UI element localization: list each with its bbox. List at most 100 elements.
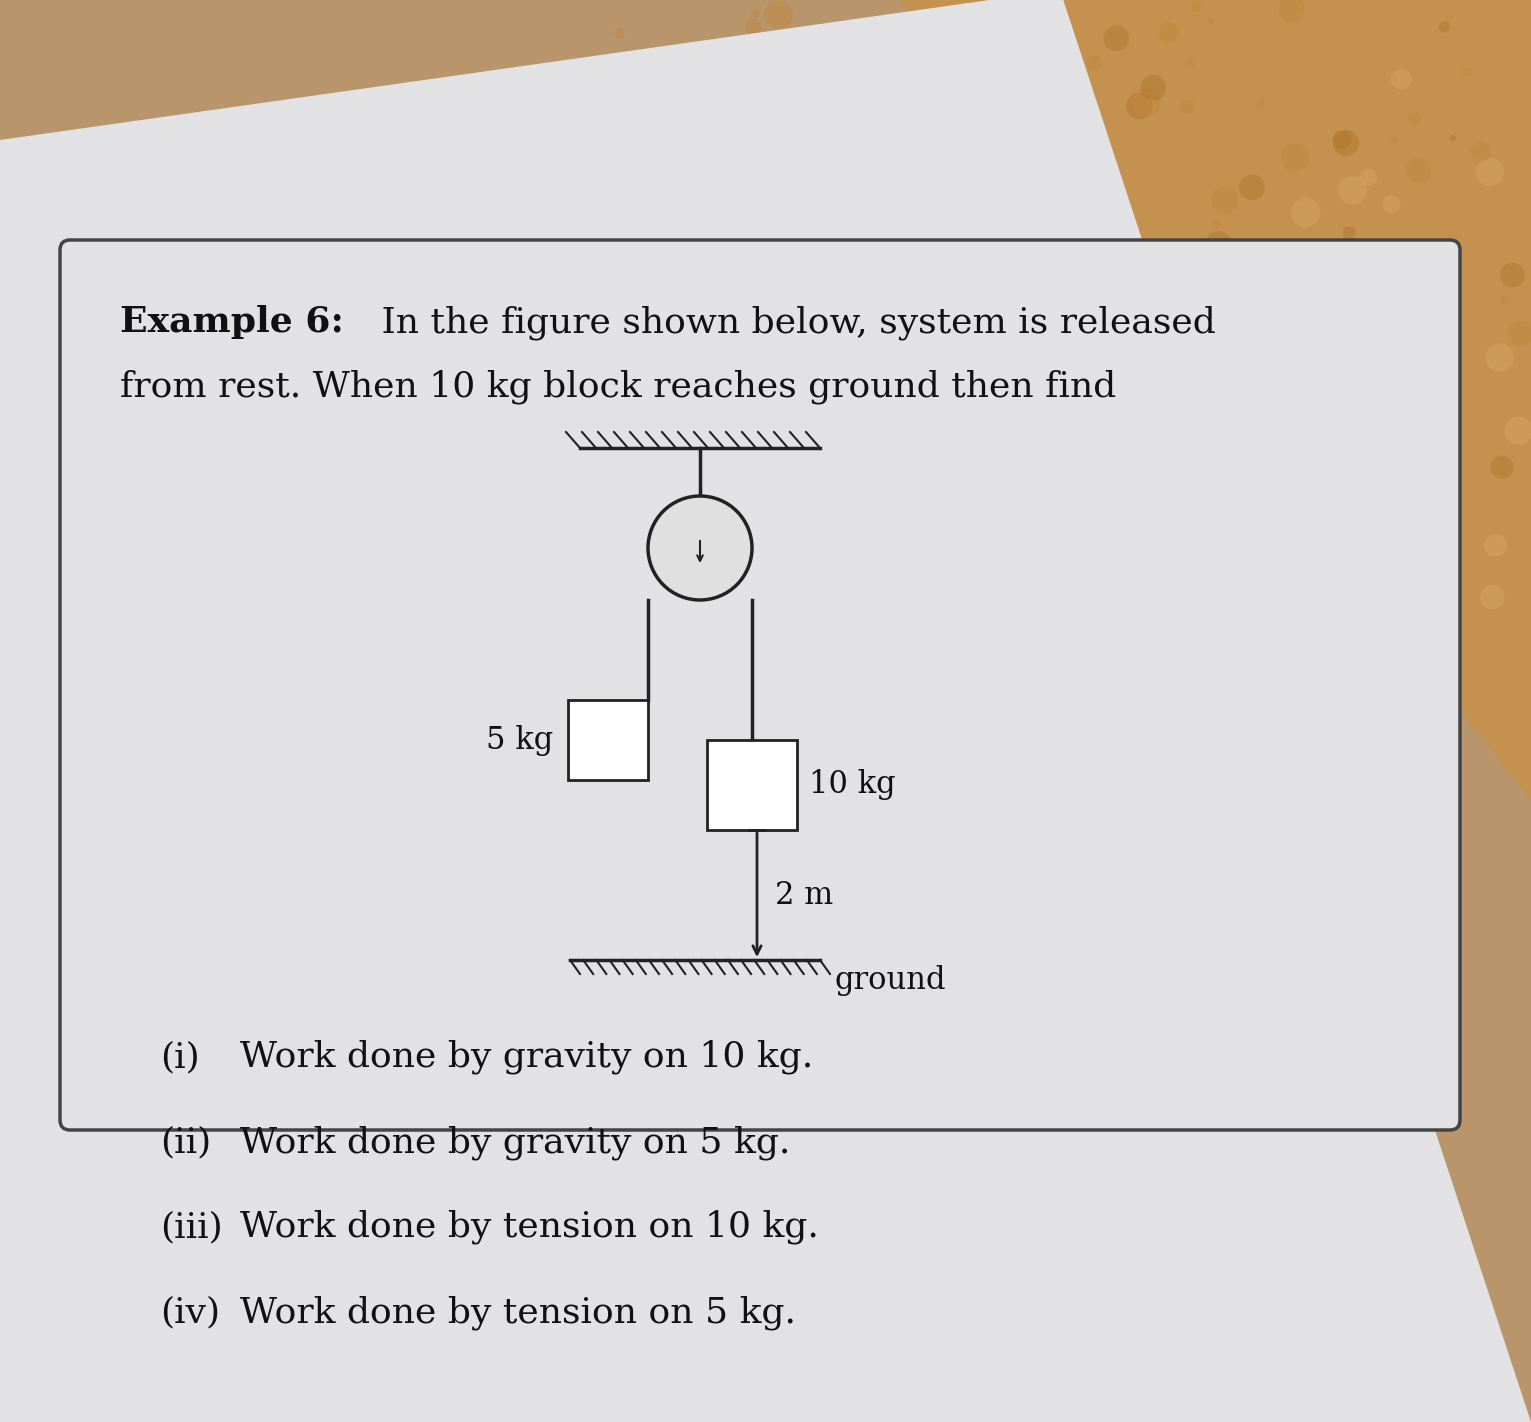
- Circle shape: [1087, 55, 1102, 71]
- Circle shape: [1000, 277, 1009, 286]
- Circle shape: [1014, 159, 1023, 168]
- Text: 2 m: 2 m: [775, 879, 833, 910]
- Circle shape: [1232, 415, 1248, 431]
- Circle shape: [727, 117, 733, 124]
- Circle shape: [1321, 387, 1344, 411]
- Circle shape: [1243, 378, 1265, 400]
- Circle shape: [1360, 169, 1376, 186]
- Circle shape: [1142, 401, 1157, 417]
- Circle shape: [1260, 249, 1280, 270]
- Circle shape: [1185, 58, 1194, 68]
- Circle shape: [1191, 1, 1202, 11]
- Circle shape: [894, 213, 912, 230]
- Circle shape: [1304, 466, 1314, 476]
- Circle shape: [1154, 240, 1170, 255]
- Circle shape: [1085, 296, 1113, 321]
- Circle shape: [1476, 158, 1503, 186]
- Circle shape: [1291, 486, 1298, 495]
- Circle shape: [1020, 220, 1041, 242]
- Circle shape: [1343, 226, 1355, 239]
- Circle shape: [1332, 131, 1352, 149]
- Circle shape: [1199, 474, 1217, 492]
- Circle shape: [1206, 230, 1231, 256]
- Text: ground: ground: [834, 966, 946, 995]
- Text: (i): (i): [161, 1039, 199, 1074]
- Circle shape: [1392, 68, 1412, 90]
- Circle shape: [1141, 75, 1167, 101]
- Circle shape: [1450, 135, 1456, 142]
- Circle shape: [1334, 129, 1360, 156]
- Circle shape: [1334, 284, 1355, 306]
- Circle shape: [752, 10, 759, 17]
- Circle shape: [1338, 176, 1367, 205]
- Circle shape: [1104, 26, 1130, 51]
- Circle shape: [1124, 270, 1142, 289]
- Circle shape: [1471, 142, 1491, 162]
- Circle shape: [1387, 378, 1396, 387]
- Circle shape: [1237, 375, 1266, 404]
- Circle shape: [903, 82, 911, 91]
- Circle shape: [1382, 195, 1401, 213]
- Circle shape: [1026, 327, 1050, 351]
- Text: Work done by tension on 5 kg.: Work done by tension on 5 kg.: [240, 1295, 796, 1330]
- Circle shape: [732, 74, 761, 102]
- Circle shape: [1108, 328, 1122, 343]
- Circle shape: [954, 36, 978, 60]
- Circle shape: [1491, 455, 1514, 479]
- Circle shape: [961, 172, 978, 189]
- Circle shape: [1484, 533, 1507, 556]
- Circle shape: [1427, 462, 1436, 472]
- Circle shape: [874, 73, 903, 101]
- Circle shape: [739, 87, 766, 112]
- Circle shape: [648, 496, 752, 600]
- Circle shape: [1447, 282, 1461, 296]
- Circle shape: [732, 97, 753, 118]
- Circle shape: [1425, 304, 1439, 319]
- Circle shape: [1216, 385, 1223, 394]
- Circle shape: [1280, 365, 1307, 391]
- Circle shape: [1009, 222, 1023, 235]
- Circle shape: [1127, 277, 1139, 290]
- Circle shape: [1246, 499, 1254, 506]
- Circle shape: [1337, 267, 1361, 293]
- Circle shape: [851, 175, 867, 191]
- Circle shape: [1101, 249, 1122, 269]
- Circle shape: [886, 14, 903, 30]
- Circle shape: [1500, 263, 1525, 287]
- Circle shape: [1006, 209, 1033, 236]
- Circle shape: [1211, 186, 1239, 213]
- Text: Example 6:: Example 6:: [119, 304, 344, 338]
- Text: (ii): (ii): [161, 1125, 211, 1159]
- Text: (iv): (iv): [161, 1295, 220, 1330]
- Circle shape: [1056, 65, 1064, 74]
- Circle shape: [1159, 23, 1180, 43]
- Circle shape: [1017, 142, 1029, 155]
- Circle shape: [746, 18, 761, 36]
- Circle shape: [981, 132, 995, 146]
- Text: Work done by tension on 10 kg.: Work done by tension on 10 kg.: [240, 1210, 819, 1244]
- Circle shape: [1257, 100, 1265, 108]
- Circle shape: [860, 88, 870, 97]
- Circle shape: [764, 1, 793, 28]
- Circle shape: [934, 189, 949, 203]
- Circle shape: [1213, 220, 1220, 229]
- Circle shape: [614, 28, 625, 38]
- Circle shape: [1318, 280, 1334, 296]
- Circle shape: [1360, 260, 1372, 272]
- Circle shape: [1160, 373, 1177, 388]
- Circle shape: [845, 212, 859, 225]
- Circle shape: [1139, 385, 1148, 394]
- Circle shape: [998, 168, 1026, 195]
- Circle shape: [769, 151, 792, 173]
- Circle shape: [1278, 0, 1304, 21]
- Circle shape: [1379, 289, 1407, 317]
- Circle shape: [1281, 144, 1309, 172]
- Circle shape: [1291, 198, 1320, 228]
- Circle shape: [1239, 175, 1265, 201]
- Circle shape: [1500, 296, 1510, 306]
- Circle shape: [1416, 435, 1444, 462]
- Circle shape: [1023, 337, 1032, 346]
- Circle shape: [1407, 111, 1421, 125]
- Circle shape: [1142, 292, 1150, 300]
- Circle shape: [1242, 343, 1252, 354]
